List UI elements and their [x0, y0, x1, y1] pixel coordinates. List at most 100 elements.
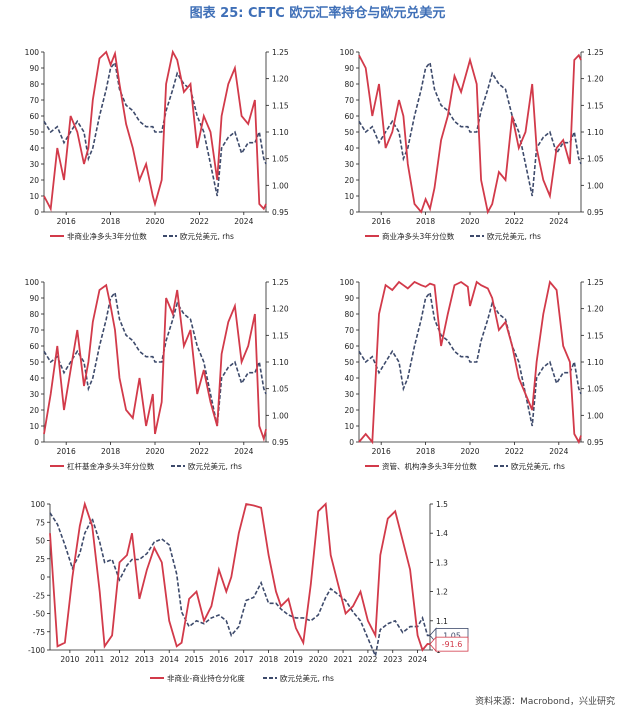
series-positioning-line [358, 279, 582, 445]
figure-title: 图表 25: CFTC 欧元汇率持仓与欧元兑美元 [189, 6, 446, 21]
right-tick-label: 1.20 [587, 75, 604, 84]
left-tick-label: 100 [25, 48, 40, 57]
legend-label-eurusd: 欧元兑美元, rhs [180, 231, 234, 241]
left-tick-label: 70 [344, 96, 354, 105]
right-tick-label: 1.10 [587, 128, 604, 137]
legend-label-positioning: 商业净多头3年分位数 [382, 231, 455, 241]
x-tick-label: 2020 [145, 217, 164, 226]
x-tick-label: 2022 [190, 447, 209, 456]
left-tick-label: 10 [29, 192, 39, 201]
right-tick-label: 1.15 [272, 331, 289, 340]
left-tick-label: 60 [29, 112, 39, 121]
legend-label-eurusd: 欧元兑美元, rhs [188, 461, 242, 471]
right-tick-label: 1.10 [272, 358, 289, 367]
legend-label-positioning: 杠杆基金净多头3年分位数 [67, 461, 155, 471]
right-tick-label: 0.95 [272, 438, 289, 447]
x-tick-label: 2016 [57, 447, 76, 456]
left-tick-label: 40 [344, 144, 354, 153]
left-tick-label: 70 [344, 326, 354, 335]
x-tick-label: 2022 [358, 655, 377, 664]
right-tick-label: 1.10 [272, 128, 289, 137]
x-tick-label: 2019 [284, 655, 303, 664]
right-tick-label: 1.1 [436, 617, 448, 626]
left-tick-label: 75 [35, 518, 45, 527]
left-tick-label: 30 [29, 390, 39, 399]
x-tick-label: 2018 [259, 655, 278, 664]
x-tick-label: 2016 [372, 447, 391, 456]
series-positioning-line [43, 49, 267, 212]
left-tick-label: -25 [33, 591, 45, 600]
left-tick-label: 100 [31, 500, 46, 509]
series-eurusd-line [43, 60, 267, 197]
x-tick-label: 2022 [190, 217, 209, 226]
right-tick-label: 1.20 [587, 305, 604, 314]
left-tick-label: 40 [344, 374, 354, 383]
left-tick-label: 80 [29, 310, 39, 319]
x-tick-label: 2018 [101, 217, 120, 226]
series-eurusd-line [43, 290, 267, 427]
right-tick-label: 1.15 [272, 101, 289, 110]
left-tick-label: 80 [344, 80, 354, 89]
left-tick-label: 60 [344, 342, 354, 351]
x-tick-label: 2017 [234, 655, 253, 664]
x-tick-label: 2022 [505, 447, 524, 456]
right-tick-label: 0.95 [587, 208, 604, 217]
right-tick-label: 1.00 [272, 181, 289, 190]
left-tick-label: 90 [344, 64, 354, 73]
left-tick-label: 80 [344, 310, 354, 319]
left-tick-label: 100 [340, 48, 355, 57]
left-tick-label: 30 [29, 160, 39, 169]
left-tick-label: 20 [29, 406, 39, 415]
left-tick-label: 25 [35, 555, 45, 564]
right-tick-label: 1.00 [587, 181, 604, 190]
x-tick-label: 2020 [145, 447, 164, 456]
left-tick-label: 30 [344, 160, 354, 169]
left-tick-label: 50 [29, 358, 39, 367]
series-positioning-line [358, 53, 582, 215]
x-tick-label: 2018 [416, 447, 435, 456]
x-tick-label: 2016 [57, 217, 76, 226]
left-tick-label: 70 [29, 326, 39, 335]
left-tick-label: 60 [29, 342, 39, 351]
left-tick-label: 50 [35, 537, 45, 546]
x-tick-label: 2024 [549, 217, 568, 226]
legend-label-positioning: 非商业净多头3年分位数 [67, 231, 147, 241]
chart-noncommercial: 0 10 20 30 40 50 60 70 80 90 100 0.95 1.00 1.05 1.10 1.… [25, 48, 289, 241]
chart-divergence: -100-75-50-25025507510011.11.21.31.41.52… [28, 500, 469, 683]
right-tick-label: 1.3 [436, 558, 448, 567]
right-tick-label: 1.2 [436, 588, 448, 597]
x-tick-label: 2022 [505, 217, 524, 226]
right-tick-label: 1.25 [272, 48, 289, 57]
left-tick-label: 0 [34, 208, 39, 217]
right-tick-label: 1.00 [272, 411, 289, 420]
left-tick-label: -75 [33, 628, 45, 637]
left-tick-label: 50 [29, 128, 39, 137]
x-tick-label: 2015 [185, 655, 204, 664]
right-tick-label: 1.4 [436, 529, 448, 538]
x-tick-label: 2018 [416, 217, 435, 226]
right-tick-label: 1.15 [587, 101, 604, 110]
x-tick-label: 2016 [209, 655, 228, 664]
chart-asset-managers: 0 10 20 30 40 50 60 70 80 90 100 0.95 1.00 1.05 1.10 1.… [340, 278, 604, 471]
chart-leveraged-funds: 0 10 20 30 40 50 60 70 80 90 100 0.95 1.00 1.05 1.10 1.… [25, 278, 289, 471]
x-tick-label: 2024 [234, 447, 253, 456]
left-tick-label: 20 [344, 176, 354, 185]
callout-label: 1.05 [443, 631, 461, 640]
series-positioning-line [43, 283, 267, 443]
x-tick-label: 2014 [160, 655, 179, 664]
x-tick-label: 2020 [460, 217, 479, 226]
x-tick-label: 2010 [60, 655, 79, 664]
left-tick-label: 100 [340, 278, 355, 287]
series-eurusd-line [358, 290, 582, 427]
right-tick-label: 0.95 [272, 208, 289, 217]
right-tick-label: 1.00 [587, 411, 604, 420]
left-tick-label: 30 [344, 390, 354, 399]
left-tick-label: 80 [29, 80, 39, 89]
callout-label: -91.6 [442, 640, 463, 649]
x-tick-label: 2024 [234, 217, 253, 226]
right-tick-label: 1.05 [587, 155, 604, 164]
left-tick-label: 10 [29, 422, 39, 431]
left-tick-label: 10 [344, 192, 354, 201]
left-tick-label: 10 [344, 422, 354, 431]
left-tick-label: 50 [344, 358, 354, 367]
